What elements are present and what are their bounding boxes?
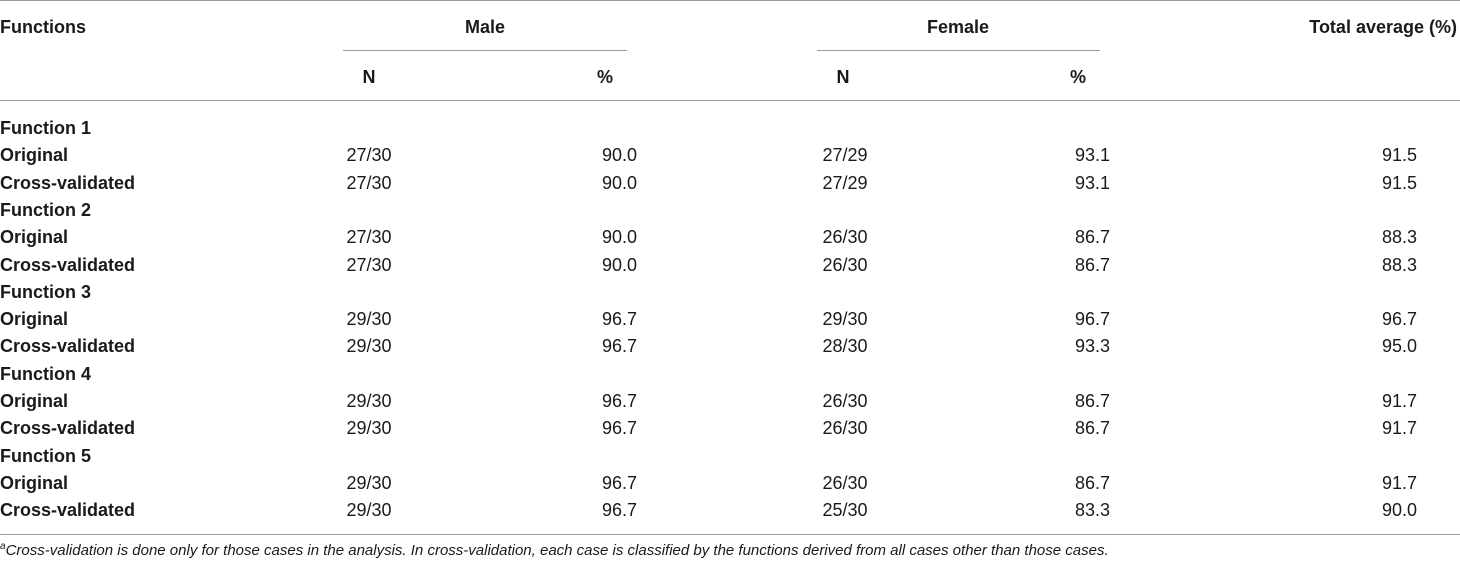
group-header: Function 4 — [0, 364, 91, 384]
row-label: Cross-validated — [0, 336, 136, 356]
cell-total-average: 91.5 — [1381, 173, 1417, 193]
cell-female-pct: 86.7 — [1074, 255, 1110, 275]
cell-male-n: 27/30 — [346, 145, 392, 165]
row-label: Original — [0, 473, 69, 493]
cell-female-n: 27/29 — [822, 145, 868, 165]
cell-female-n: 27/29 — [822, 173, 868, 193]
cell-female-n: 25/30 — [822, 500, 868, 520]
cell-male-n: 27/30 — [346, 227, 392, 247]
cell-male-n: 29/30 — [346, 500, 392, 520]
cell-female-pct: 93.1 — [1074, 173, 1110, 193]
cell-male-pct: 96.7 — [601, 500, 637, 520]
group-header: Function 1 — [0, 118, 91, 138]
cell-female-n: 28/30 — [822, 336, 868, 356]
cell-total-average: 91.7 — [1381, 391, 1417, 411]
header-bottom-rule — [0, 100, 1460, 101]
cell-male-pct: 96.7 — [601, 336, 637, 356]
cell-male-pct: 90.0 — [601, 255, 637, 275]
group-header: Function 2 — [0, 200, 91, 220]
female-header-underline — [817, 50, 1100, 51]
cell-male-pct: 90.0 — [601, 173, 637, 193]
table-footnote: aCross-validation is done only for those… — [0, 541, 1109, 561]
cell-male-n: 27/30 — [346, 255, 392, 275]
cell-female-pct: 86.7 — [1074, 391, 1110, 411]
footnote-marker: a — [0, 541, 6, 552]
cell-total-average: 91.5 — [1381, 145, 1417, 165]
cell-female-n: 26/30 — [822, 391, 868, 411]
group-header: Function 5 — [0, 446, 91, 466]
cell-female-n: 26/30 — [822, 255, 868, 275]
row-label: Original — [0, 391, 69, 411]
cell-total-average: 91.7 — [1381, 473, 1417, 493]
row-label: Original — [0, 145, 69, 165]
cell-male-n: 29/30 — [346, 418, 392, 438]
male-header-underline — [343, 50, 627, 51]
cell-female-pct: 86.7 — [1074, 418, 1110, 438]
header-total-average: Total average (%) — [1309, 17, 1457, 37]
cell-male-n: 29/30 — [346, 473, 392, 493]
cell-male-pct: 96.7 — [601, 391, 637, 411]
row-label: Original — [0, 227, 69, 247]
header-female: Female — [926, 17, 990, 37]
cell-female-pct: 86.7 — [1074, 227, 1110, 247]
cell-female-pct: 93.1 — [1074, 145, 1110, 165]
cell-male-n: 29/30 — [346, 336, 392, 356]
cell-female-n: 26/30 — [822, 418, 868, 438]
table-bottom-rule — [0, 534, 1460, 535]
group-header: Function 3 — [0, 282, 91, 302]
header-female-n: N — [836, 67, 850, 87]
row-label: Cross-validated — [0, 418, 136, 438]
cell-female-n: 26/30 — [822, 473, 868, 493]
cell-male-n: 27/30 — [346, 173, 392, 193]
cell-female-pct: 96.7 — [1074, 309, 1110, 329]
cell-female-n: 26/30 — [822, 227, 868, 247]
footnote-text: Cross-validation is done only for those … — [5, 542, 1109, 559]
cell-female-pct: 83.3 — [1074, 500, 1110, 520]
row-label: Cross-validated — [0, 255, 136, 275]
cell-male-pct: 90.0 — [601, 145, 637, 165]
row-label: Cross-validated — [0, 173, 136, 193]
cell-male-pct: 96.7 — [601, 309, 637, 329]
cell-female-n: 29/30 — [822, 309, 868, 329]
cell-male-pct: 96.7 — [601, 418, 637, 438]
cell-total-average: 96.7 — [1381, 309, 1417, 329]
header-female-pct: % — [1069, 67, 1087, 87]
header-functions: Functions — [0, 17, 86, 37]
cell-total-average: 95.0 — [1381, 336, 1417, 356]
cell-female-pct: 93.3 — [1074, 336, 1110, 356]
cell-male-pct: 96.7 — [601, 473, 637, 493]
cell-male-n: 29/30 — [346, 391, 392, 411]
cell-male-n: 29/30 — [346, 309, 392, 329]
cell-total-average: 91.7 — [1381, 418, 1417, 438]
cell-total-average: 88.3 — [1381, 255, 1417, 275]
header-male-pct: % — [596, 67, 614, 87]
cell-male-pct: 90.0 — [601, 227, 637, 247]
cell-total-average: 90.0 — [1381, 500, 1417, 520]
header-male: Male — [464, 17, 506, 37]
cell-total-average: 88.3 — [1381, 227, 1417, 247]
header-male-n: N — [362, 67, 376, 87]
table-top-rule — [0, 0, 1460, 1]
row-label: Original — [0, 309, 69, 329]
row-label: Cross-validated — [0, 500, 136, 520]
cell-female-pct: 86.7 — [1074, 473, 1110, 493]
